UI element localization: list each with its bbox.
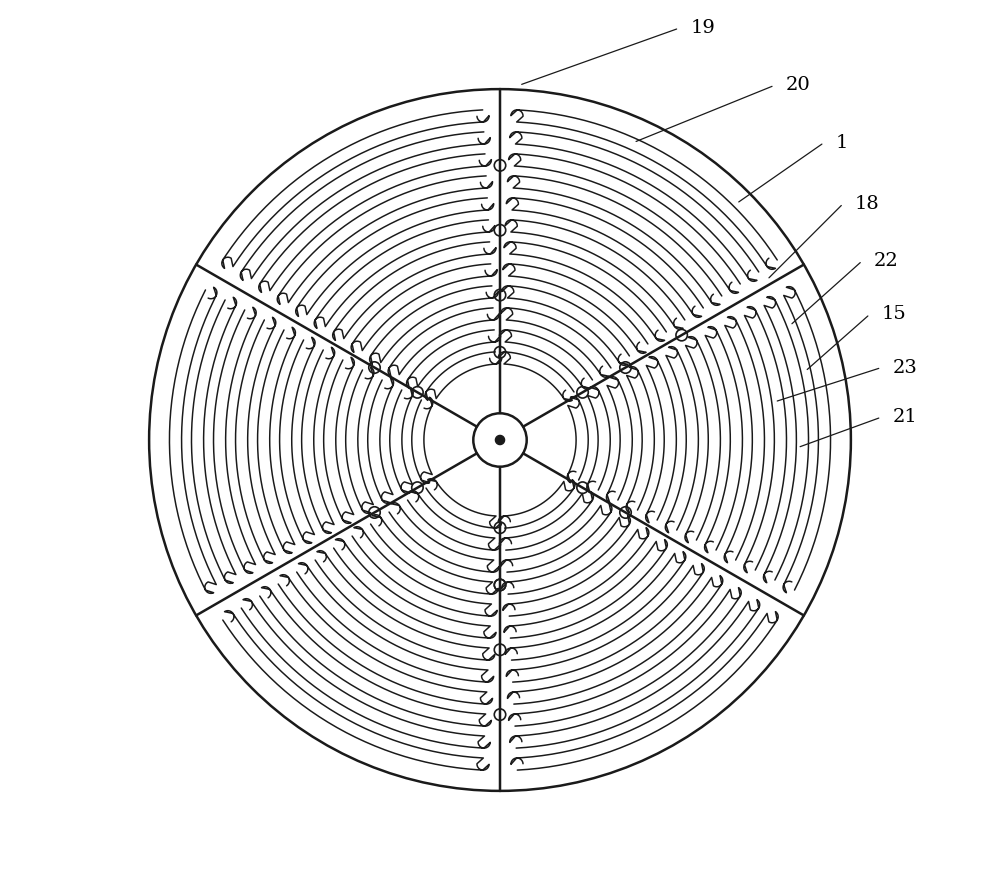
Text: 20: 20 [786,77,811,94]
Text: 1: 1 [836,134,848,151]
Text: 21: 21 [893,408,918,426]
Text: 18: 18 [855,194,879,213]
Circle shape [495,436,505,444]
Text: 19: 19 [691,19,716,37]
Text: 15: 15 [881,305,906,323]
Text: 23: 23 [893,358,918,377]
Text: 22: 22 [874,252,899,270]
